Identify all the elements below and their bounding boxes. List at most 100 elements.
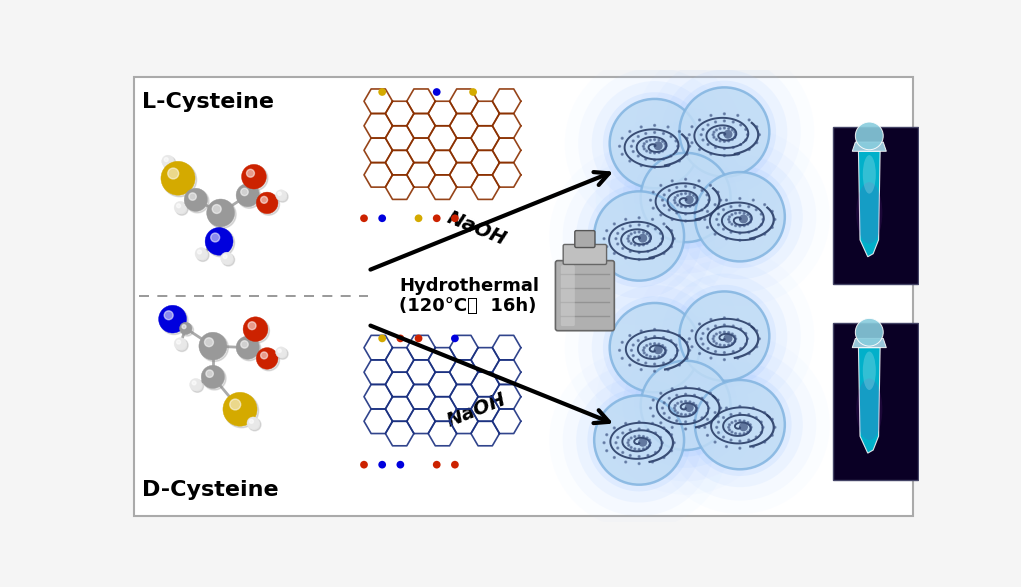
Circle shape [563,160,716,312]
Circle shape [647,225,649,227]
Circle shape [175,338,187,350]
Circle shape [677,194,679,197]
Circle shape [685,428,686,430]
Circle shape [732,121,734,123]
Circle shape [713,338,714,340]
Circle shape [592,285,718,410]
Circle shape [676,394,678,396]
Circle shape [648,444,650,446]
Circle shape [256,348,278,369]
Circle shape [756,436,758,438]
Circle shape [714,204,716,205]
Circle shape [248,322,256,330]
Circle shape [204,338,213,347]
Circle shape [649,139,651,141]
Circle shape [739,212,741,214]
Circle shape [627,442,629,444]
Circle shape [648,240,650,242]
Circle shape [663,252,665,254]
Circle shape [652,415,654,417]
Circle shape [651,257,653,259]
Circle shape [707,194,708,196]
Circle shape [685,386,686,388]
Circle shape [714,233,716,235]
Circle shape [451,214,458,222]
Circle shape [734,131,736,133]
Circle shape [692,194,694,197]
Circle shape [648,260,800,412]
Circle shape [735,433,736,434]
Circle shape [679,160,680,162]
Circle shape [686,137,688,139]
Circle shape [203,367,226,390]
Circle shape [723,209,725,211]
Circle shape [698,218,700,220]
Circle shape [669,417,670,419]
Circle shape [660,392,662,394]
Circle shape [191,380,203,392]
Circle shape [667,126,669,128]
Circle shape [653,356,655,358]
Circle shape [748,323,750,325]
Circle shape [637,155,639,157]
Circle shape [692,204,694,206]
Circle shape [731,214,733,215]
Circle shape [677,204,679,206]
Circle shape [671,218,673,220]
Circle shape [745,333,746,335]
Circle shape [647,251,649,252]
Circle shape [739,413,741,414]
Circle shape [236,184,259,207]
Circle shape [724,331,725,333]
Circle shape [730,414,732,416]
Circle shape [614,457,616,458]
Circle shape [161,155,175,167]
Circle shape [663,337,665,339]
Circle shape [653,139,655,140]
Circle shape [605,434,607,436]
Circle shape [739,423,748,431]
Circle shape [674,199,675,201]
Circle shape [622,451,624,453]
Circle shape [674,410,676,411]
Circle shape [206,199,235,227]
Circle shape [707,211,709,212]
Circle shape [260,352,268,359]
Circle shape [192,381,196,385]
Circle shape [701,209,702,211]
Circle shape [628,439,630,441]
Circle shape [625,257,627,259]
Circle shape [640,153,731,242]
Circle shape [734,136,736,138]
Circle shape [184,188,207,211]
Circle shape [762,426,764,429]
Circle shape [158,305,187,333]
Circle shape [685,213,686,215]
Circle shape [238,338,261,361]
Circle shape [685,403,693,412]
Circle shape [718,224,720,225]
Circle shape [628,444,630,446]
Circle shape [735,134,736,136]
Circle shape [664,349,817,501]
Circle shape [677,412,679,414]
Circle shape [724,345,725,346]
Circle shape [662,69,787,194]
Circle shape [630,233,632,235]
Circle shape [278,192,282,195]
FancyBboxPatch shape [134,76,913,517]
Circle shape [197,249,209,261]
Circle shape [638,428,640,430]
Circle shape [654,228,657,230]
Circle shape [634,448,636,450]
Circle shape [664,352,666,354]
Circle shape [610,303,699,392]
Circle shape [747,439,749,441]
Circle shape [210,233,220,242]
Circle shape [688,373,791,476]
Circle shape [747,214,748,215]
Circle shape [714,441,716,443]
Circle shape [747,414,749,416]
Circle shape [634,436,636,437]
Circle shape [695,380,785,469]
